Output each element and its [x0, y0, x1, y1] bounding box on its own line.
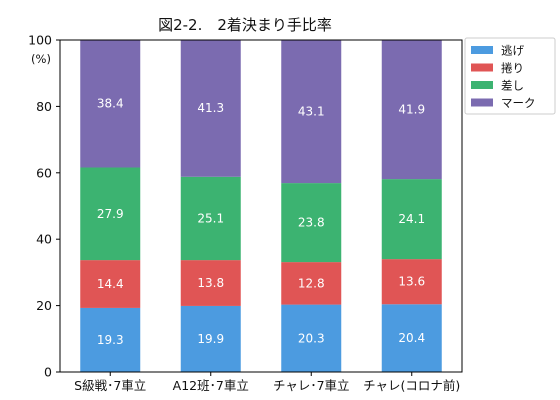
bar-segment-3-cat-1 — [80, 167, 141, 261]
bar-segment-1-cat-1 — [80, 307, 141, 372]
data-label: 41.9 — [398, 103, 425, 117]
bar-segment-4-cat-3 — [281, 40, 342, 184]
bar-segment-2-cat-2 — [180, 260, 241, 306]
legend-label: マーク — [501, 96, 536, 110]
data-label: 20.4 — [398, 331, 425, 345]
bar-segment-2-cat-4 — [381, 259, 442, 305]
y-tick-label: 0 — [44, 365, 52, 380]
bar-segment-1-cat-4 — [381, 304, 442, 372]
data-label: 25.1 — [197, 211, 224, 225]
bar-segment-3-cat-3 — [281, 183, 342, 263]
data-label: 12.8 — [298, 276, 325, 290]
bar-segment-1-cat-3 — [281, 304, 342, 372]
legend-swatch — [471, 81, 493, 89]
data-label: 19.9 — [197, 332, 224, 346]
y-tick-label: 20 — [36, 298, 52, 313]
bar-segment-4-cat-1 — [80, 40, 141, 168]
data-label: 13.6 — [398, 275, 425, 289]
data-label: 24.1 — [398, 212, 425, 226]
y-tick-label: 100 — [28, 33, 52, 48]
x-tick-label: S級戦･7車立 — [74, 378, 146, 393]
x-tick-label: チャレ･7車立 — [273, 378, 350, 393]
bar-segment-4-cat-4 — [381, 40, 442, 180]
data-label: 20.3 — [298, 331, 325, 345]
x-tick-label: A12班･7車立 — [173, 378, 249, 393]
x-tick-label: チャレ(コロナ前) — [363, 378, 460, 393]
plot-frame — [59, 39, 463, 373]
axes: 0 20 40 60 80 100 S級戦･7車立 A12班･7車立 チャレ･7車立 チャレ(コロ… — [28, 33, 463, 393]
bar-stacks: 19.3 14.4 27.9 38.4 19.9 13.8 25.1 41.3 20.3 12.8… — [80, 39, 442, 372]
legend-swatch — [471, 63, 493, 72]
y-tick-label: 40 — [36, 232, 52, 247]
data-label: 41.3 — [197, 101, 224, 115]
data-label: 43.1 — [298, 105, 325, 119]
legend-label: 逃げ — [501, 44, 524, 58]
bar-segment-1-cat-2 — [180, 305, 241, 372]
data-label: 14.4 — [97, 277, 124, 291]
bar-segment-2-cat-3 — [281, 262, 342, 305]
y-tick-label: 80 — [36, 99, 52, 114]
data-label: 38.4 — [97, 97, 124, 111]
bar-segment-3-cat-2 — [180, 176, 241, 261]
data-label: 27.9 — [97, 207, 124, 221]
y-tick-label: 60 — [36, 165, 52, 180]
data-label: 23.8 — [298, 216, 325, 230]
legend-swatch — [471, 98, 493, 107]
bar-segment-3-cat-4 — [381, 179, 442, 260]
data-label: 19.3 — [97, 333, 124, 347]
y-axis-unit-label: (%) — [31, 52, 51, 66]
bar-segment-2-cat-1 — [80, 260, 141, 308]
legend-box — [464, 37, 556, 115]
legend-label: 捲り — [501, 61, 524, 75]
chart-title: 図2-2. 2着決まり手比率 — [158, 16, 332, 34]
legend-label: 差し — [501, 79, 524, 93]
legend-swatch — [471, 46, 493, 54]
bar-segment-4-cat-2 — [180, 39, 241, 177]
data-label: 13.8 — [197, 276, 224, 290]
